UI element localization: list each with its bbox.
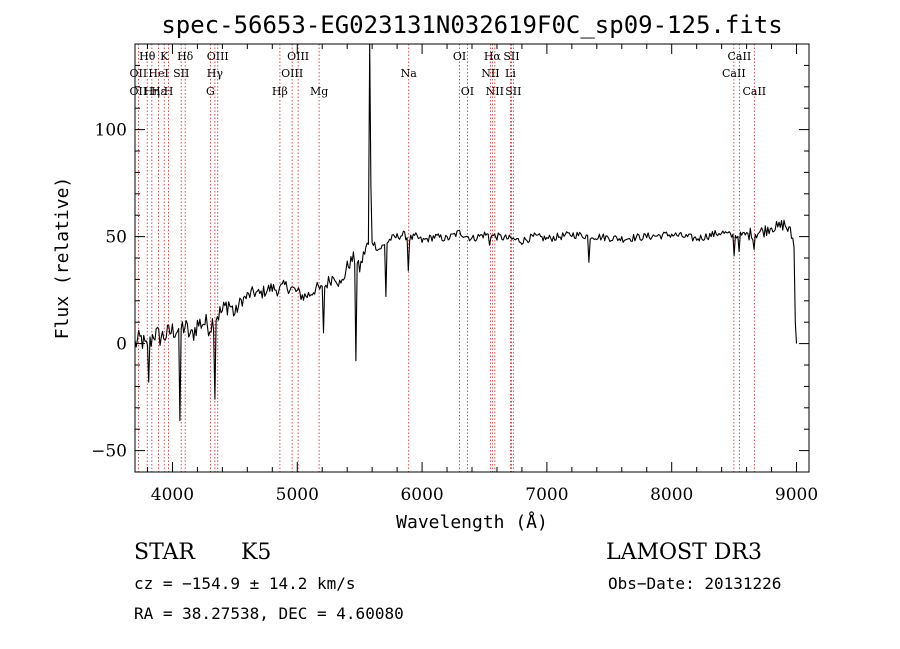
redshift-cz: cz = −154.9 ± 14.2 km/s: [134, 574, 356, 593]
spectral-line-label: Li: [505, 67, 516, 80]
y-tick-label: 100: [95, 121, 127, 141]
spectral-line-label: OI: [461, 85, 474, 98]
spectral-line-label: Mg: [310, 85, 328, 98]
spectral-line-markers: [137, 44, 755, 472]
spectral-line-label: Hγ: [207, 67, 224, 80]
y-tick-label: −50: [91, 442, 127, 462]
x-tick-label: 7000: [525, 485, 568, 505]
y-axis-label: Flux (relative): [52, 177, 73, 340]
x-tick-label: 5000: [276, 485, 319, 505]
spectral-line-label: OI: [453, 50, 466, 63]
spectral-line-label: CaII: [742, 85, 766, 98]
y-tick-label: 0: [116, 335, 127, 355]
x-tick-label: 9000: [775, 485, 818, 505]
spectral-line-label: NII: [481, 67, 499, 80]
spectral-line-label: H: [164, 85, 174, 98]
spectral-line-label: CaII: [728, 50, 752, 63]
axis-ticks: [135, 43, 809, 473]
spectral-line-label: HeI: [148, 67, 168, 80]
tick-labels: 4000 5000 6000 7000 8000 9000 −50 0 50 100: [91, 121, 818, 505]
spectral-line-labels: Hθ OII OII Hε K HeI Hη SII H Hδ OIII Hγ G Hβ OIII OIII M…: [130, 50, 767, 98]
spectral-line-label: Hε: [151, 85, 167, 98]
spectral-line-label: SII: [173, 67, 189, 80]
spectral-line-label: Hδ: [177, 50, 194, 63]
plot-frame: [134, 43, 810, 473]
spectral-line-label: OIII: [207, 50, 229, 63]
spectral-line-label: NII: [486, 85, 504, 98]
spectral-line-label: SII: [505, 85, 521, 98]
spectral-line-label: K: [160, 50, 169, 63]
spectral-line-label: OII: [130, 85, 148, 98]
spectral-line-label: SII: [503, 50, 519, 63]
ra-dec-coords: RA = 38.27538, DEC = 4.60080: [134, 604, 404, 623]
x-axis-label: Wavelength (Å): [396, 511, 548, 533]
spectral-line-label: Hη: [144, 85, 160, 98]
obs-date: Obs−Date: 20131226: [608, 574, 782, 593]
subclass: K5: [241, 540, 272, 565]
spectral-line-label: Na: [401, 67, 418, 80]
spectral-line-label: Hβ: [272, 85, 288, 98]
object-type: STAR: [134, 540, 195, 565]
chart-title: spec-56653-EG023131N032619F0C_sp09-125.f…: [161, 11, 782, 39]
spectral-line-label: CaII: [722, 67, 746, 80]
flux-line: [134, 43, 798, 422]
spectral-line-label: OIII: [281, 67, 303, 80]
spectral-line-label: OII: [130, 67, 148, 80]
spectral-line-label: G: [206, 85, 215, 98]
x-tick-label: 4000: [151, 485, 194, 505]
x-tick-label: 6000: [400, 485, 443, 505]
x-tick-label: 8000: [650, 485, 693, 505]
flux-series: [134, 43, 798, 422]
spectral-line-label: OIII: [287, 50, 309, 63]
survey-name: LAMOST DR3: [606, 540, 762, 565]
spectral-line-label: Hα: [484, 50, 502, 63]
y-tick-label: 50: [105, 228, 127, 248]
spectral-line-label: Hθ: [139, 50, 156, 63]
